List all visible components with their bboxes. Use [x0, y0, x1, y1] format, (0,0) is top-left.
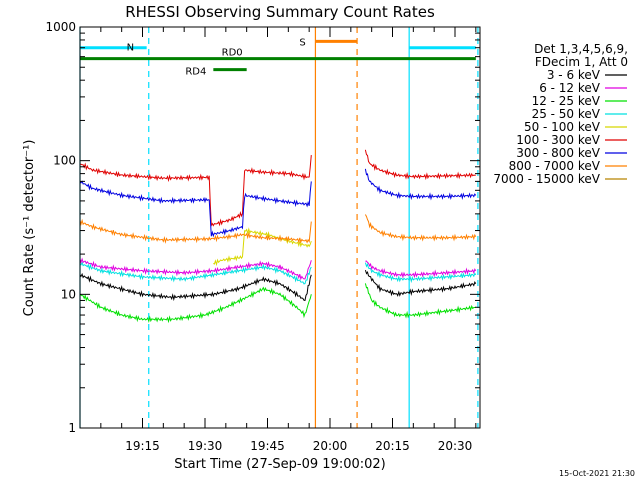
footer-timestamp: 15-Oct-2021 21:30 — [559, 469, 635, 478]
series-line-0-0 — [79, 272, 312, 302]
legend-header-line-2: FDecim 1, Att 0 — [535, 55, 628, 69]
series-line-7-1 — [364, 214, 477, 242]
y-axis: 1 10 100 1000 — [45, 20, 480, 435]
series-line-0-1 — [364, 269, 477, 297]
state-label-s: S — [299, 37, 305, 48]
chart-title: RHESSI Observing Summary Count Rates — [125, 3, 435, 21]
series-line-5-0 — [80, 155, 312, 228]
series-layer — [79, 149, 477, 324]
series-line-4-0 — [213, 227, 312, 267]
legend-label: 50 - 100 keV — [524, 120, 601, 134]
series-line-2-1 — [364, 283, 476, 319]
legend-label: 3 - 6 keV — [547, 68, 601, 82]
y-axis-label: Count Rate (s⁻¹ detector⁻¹) — [22, 140, 37, 317]
series-line-3-1 — [364, 262, 477, 284]
series-line-1-0 — [79, 257, 312, 281]
legend-label: 25 - 50 keV — [532, 107, 601, 121]
series-line-6-0 — [79, 180, 312, 238]
state-label-rd4: RD4 — [185, 67, 206, 78]
x-axis: 19:15 19:30 19:45 20:00 20:15 20:30 — [100, 27, 477, 453]
series-line-5-1 — [364, 149, 476, 181]
legend-label: 6 - 12 keV — [539, 81, 601, 95]
legend-label: 800 - 7000 keV — [509, 159, 601, 173]
x-tick-label: 20:30 — [438, 439, 473, 453]
legend-label: 300 - 800 keV — [516, 146, 600, 160]
y-tick-label: 1000 — [45, 20, 76, 34]
x-axis-label: Start Time (27-Sep-09 19:00:02) — [174, 457, 385, 472]
series-line-2-0 — [79, 286, 312, 324]
state-label-rd0: RD0 — [222, 48, 243, 59]
x-tick-label: 19:15 — [125, 439, 160, 453]
x-tick-label: 19:45 — [250, 439, 285, 453]
plot-frame — [79, 26, 481, 429]
y-tick-label: 1 — [68, 421, 76, 435]
series-line-6-1 — [364, 168, 477, 201]
series-line-3-0 — [79, 261, 312, 285]
x-tick-label: 20:15 — [375, 439, 410, 453]
legend: Det 1,3,4,5,6,9, FDecim 1, Att 0 3 - 6 k… — [493, 42, 628, 186]
legend-label: 100 - 300 keV — [516, 133, 600, 147]
y-tick-label: 100 — [53, 154, 76, 168]
legend-label: 12 - 25 keV — [532, 94, 601, 108]
series-line-1-1 — [365, 260, 477, 279]
y-tick-label: 10 — [61, 287, 76, 301]
state-annotations: N RD0 RD4 S — [79, 27, 479, 428]
legend-header-line-1: Det 1,3,4,5,6,9, — [534, 42, 628, 56]
state-label-n: N — [127, 43, 134, 54]
x-tick-label: 19:30 — [188, 439, 223, 453]
legend-label: 7000 - 15000 keV — [493, 172, 600, 186]
x-tick-label: 20:00 — [313, 439, 348, 453]
series-line-7-0 — [79, 218, 312, 244]
